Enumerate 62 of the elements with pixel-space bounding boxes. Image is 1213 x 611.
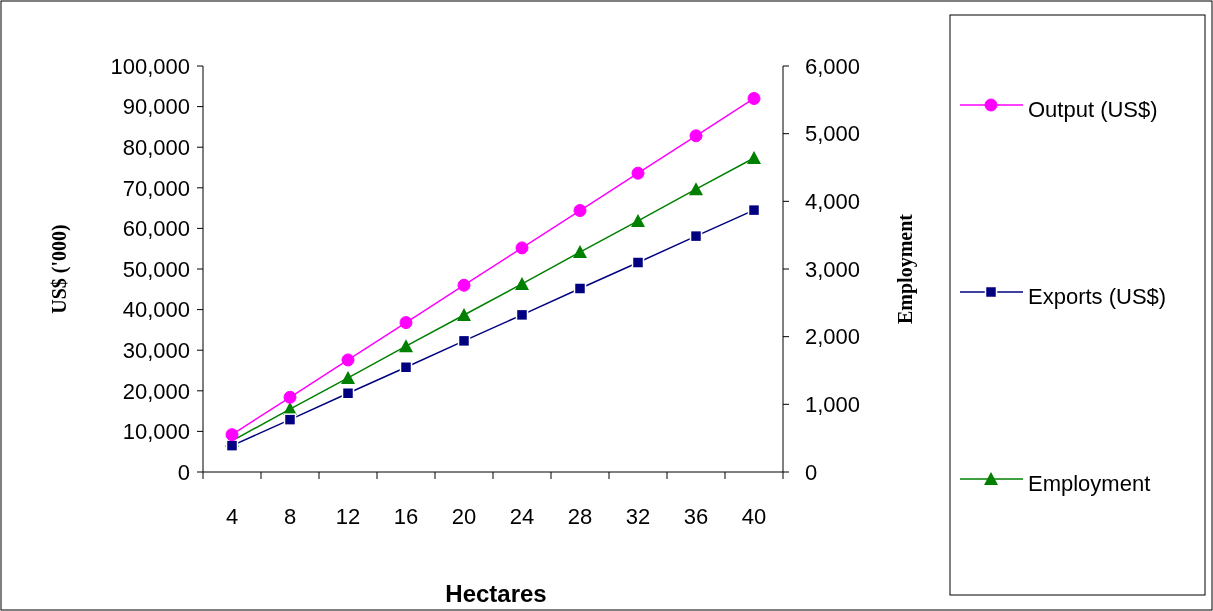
point <box>341 370 355 384</box>
point <box>457 278 471 292</box>
x-tick-label: 8 <box>283 504 297 529</box>
point <box>457 308 471 322</box>
legend-label: Employment <box>1028 471 1151 496</box>
point <box>341 353 355 367</box>
y2-tick-label: 2,000 <box>805 324 861 350</box>
y2-tick-label: 6,000 <box>805 53 861 79</box>
y2-tick-label: 3,000 <box>805 256 861 282</box>
y2-tick-label: 5,000 <box>805 121 861 147</box>
x-tick-label: 28 <box>567 504 593 529</box>
x-tick-label: 24 <box>509 504 535 529</box>
point <box>573 282 587 295</box>
point <box>515 241 529 255</box>
point <box>399 361 413 374</box>
point <box>689 229 703 243</box>
x-axis-title: Hectares <box>445 580 547 607</box>
y2-tick-label: 0 <box>805 459 818 485</box>
point <box>689 129 703 143</box>
point <box>747 91 761 105</box>
y-tick-label: 30,000 <box>122 337 190 363</box>
y2-tick-label: 1,000 <box>805 392 861 418</box>
point <box>399 316 413 330</box>
legend-label: Output (US$) <box>1028 97 1158 122</box>
y-axis-title: US$ ('000) <box>48 224 71 314</box>
point <box>283 390 297 404</box>
y-tick-label: 10,000 <box>122 419 190 445</box>
point <box>283 413 297 426</box>
y2-tick-label: 4,000 <box>805 189 861 215</box>
y-tick-label: 20,000 <box>122 378 190 404</box>
point <box>573 204 587 218</box>
point <box>399 339 413 353</box>
y-tick-label: 70,000 <box>122 175 190 201</box>
point <box>631 256 645 269</box>
legend-label: Exports (US$) <box>1028 284 1167 309</box>
point <box>457 334 471 348</box>
point <box>631 166 645 180</box>
y-tick-label: 100,000 <box>110 53 190 79</box>
y-tick-label: 60,000 <box>122 216 190 242</box>
y-tick-label: 50,000 <box>122 256 190 282</box>
x-tick-label: 12 <box>335 504 361 529</box>
x-tick-label: 4 <box>225 504 239 529</box>
point <box>225 428 239 442</box>
point <box>631 213 645 227</box>
x-tick-label: 20 <box>451 504 477 529</box>
x-tick-label: 40 <box>741 504 767 529</box>
point <box>747 203 761 217</box>
x-tick-label: 16 <box>393 504 419 529</box>
point <box>515 308 529 322</box>
point <box>573 245 587 259</box>
y2-axis-title: Employment <box>894 213 917 324</box>
y-tick-label: 40,000 <box>122 297 190 323</box>
point <box>689 182 703 196</box>
y-tick-label: 0 <box>177 459 190 485</box>
point <box>747 151 761 165</box>
x-tick-label: 36 <box>683 504 709 529</box>
point <box>341 386 355 400</box>
point <box>225 439 239 452</box>
x-tick-label: 32 <box>625 504 651 529</box>
y-tick-label: 90,000 <box>122 94 190 120</box>
y-tick-label: 80,000 <box>122 134 190 160</box>
point <box>515 276 529 290</box>
